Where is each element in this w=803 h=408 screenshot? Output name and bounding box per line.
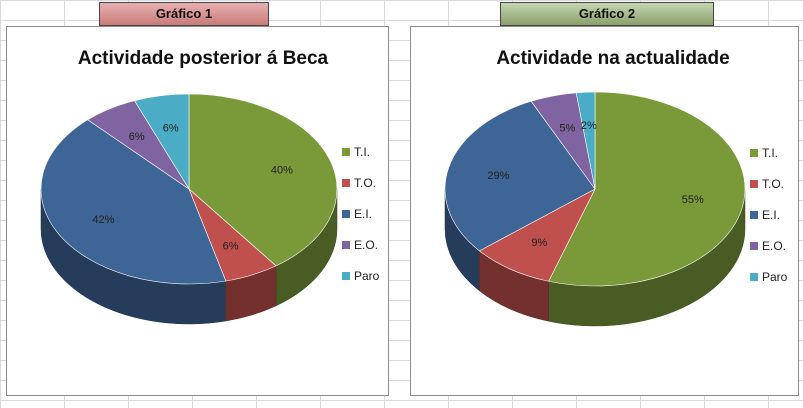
chart2-legend-swatch-ei xyxy=(750,211,758,219)
chart1-legend-swatch-ti xyxy=(342,148,350,156)
chart2-title: Actividade na actualidade xyxy=(496,48,729,69)
chart1-legend-item-ti: T.I. xyxy=(354,145,370,159)
chart1-legend-swatch-ei xyxy=(342,210,350,218)
chart1-title: Actividade posterior á Beca xyxy=(78,48,329,69)
chart1-data-label-ei: 42% xyxy=(92,214,114,226)
chart2-legend-item-paro: Paro xyxy=(762,270,788,284)
chart1-slice-ti[interactable] xyxy=(188,93,338,267)
chart1-slice-paro[interactable] xyxy=(134,93,190,191)
chart2-legend-swatch-paro xyxy=(750,273,758,281)
chart1-legend-item-paro: Paro xyxy=(354,269,380,283)
chart2-data-label-eo: 5% xyxy=(559,123,575,135)
chart1-legend: T.I. T.O. E.I. E.O. Paro xyxy=(342,145,380,283)
chart2-data-label-paro: 2% xyxy=(581,120,597,132)
chart1-slice-ei[interactable] xyxy=(40,119,227,285)
chart1-plot: Actividade posterior á Beca 40% 6% 42% 6% 6%… xyxy=(40,48,380,325)
chart2-slice-paro[interactable] xyxy=(575,91,596,190)
chart2-legend-item-eo: E.O. xyxy=(762,239,786,253)
chart2-legend-swatch-eo xyxy=(750,242,758,250)
chart2-legend-swatch-ti xyxy=(750,149,758,157)
chart2-legend-item-ei: E.I. xyxy=(762,208,780,222)
chart2-header: Gráfico 2 xyxy=(500,2,714,26)
chart2-slice-to[interactable] xyxy=(478,188,596,282)
chart1-legend-item-eo: E.O. xyxy=(354,238,378,252)
chart2-legend-item-to: T.O. xyxy=(762,177,784,191)
chart1-data-label-ti: 40% xyxy=(271,165,293,177)
chart2-plot: Actividade na actualidade 55% 9% 29% 5% 2% T.… xyxy=(444,48,788,327)
chart1-legend-swatch-paro xyxy=(342,272,350,280)
chart1-legend-item-ei: E.I. xyxy=(354,207,372,221)
chart1-legend-swatch-eo xyxy=(342,241,350,249)
chart1-header: Gráfico 1 xyxy=(99,2,269,26)
chart1-legend-item-to: T.O. xyxy=(354,176,376,190)
chart2-legend-swatch-to xyxy=(750,180,758,188)
chart2-legend-item-ti: T.I. xyxy=(762,146,778,160)
chart2-slice-ti[interactable] xyxy=(548,91,746,287)
chart2-panel[interactable]: Actividade na actualidade 55% 9% 29% 5% 2% T.… xyxy=(410,26,799,396)
chart2-legend: T.I. T.O. E.I. E.O. Paro xyxy=(750,146,788,284)
chart2-data-label-ei: 29% xyxy=(487,170,509,182)
chart1-data-label-eo: 6% xyxy=(129,131,145,143)
chart1-panel[interactable]: Actividade posterior á Beca 40% 6% 42% 6% 6%… xyxy=(6,26,389,396)
chart1-legend-swatch-to xyxy=(342,179,350,187)
chart2-pie-sides xyxy=(444,188,746,327)
chart1-data-label-paro: 6% xyxy=(163,122,179,134)
chart1-data-label-to: 6% xyxy=(223,241,239,253)
chart2-data-label-ti: 55% xyxy=(682,194,704,206)
chart2-slice-ei[interactable] xyxy=(444,100,596,252)
chart2-data-label-to: 9% xyxy=(531,237,547,249)
